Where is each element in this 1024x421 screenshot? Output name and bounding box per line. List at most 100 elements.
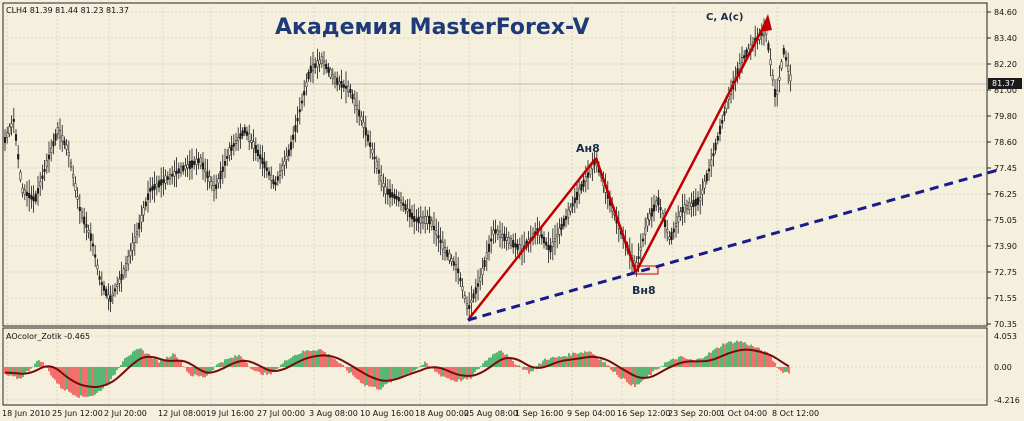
candle-body (784, 57, 788, 61)
candle-body (12, 118, 15, 122)
candle-body (494, 229, 497, 234)
candle-body (34, 193, 37, 202)
candle-body (569, 206, 572, 212)
candle-body (109, 295, 112, 302)
candle-body (450, 258, 453, 263)
candle-body (479, 276, 482, 282)
time-label: 18 Jun 2010 (2, 409, 50, 418)
candle-body (586, 172, 590, 178)
candle-body (122, 268, 125, 277)
time-label: 27 Jul 00:00 (257, 409, 305, 418)
candle-body (461, 286, 464, 291)
candle-body (325, 63, 328, 70)
candle-body (573, 197, 576, 204)
candle-body (459, 277, 462, 282)
indicator-border (2, 327, 988, 406)
candle-body (199, 157, 202, 166)
candle-body (419, 216, 422, 224)
candle-body (32, 196, 35, 202)
candle-body (129, 250, 132, 257)
candle-body (666, 228, 669, 233)
candle-body (239, 133, 242, 139)
candle-body (19, 171, 22, 181)
candle-body (87, 230, 90, 233)
candle-body (388, 189, 392, 198)
candle-body (776, 90, 779, 95)
candle-body (699, 197, 702, 202)
candle-body (270, 174, 273, 181)
candle-body (589, 166, 592, 175)
candle-body (428, 215, 431, 225)
candle-body (83, 216, 86, 225)
time-label: 25 Jun 12:00 (52, 409, 103, 418)
candle-body (237, 137, 240, 141)
candle-body (168, 174, 172, 180)
candle-body (668, 236, 671, 240)
time-label: 23 Sep 20:00 (668, 409, 721, 418)
candle-body (250, 140, 253, 143)
candle-body (245, 131, 249, 136)
candle-body (259, 154, 262, 160)
candle-body (685, 205, 689, 210)
candle-body (452, 261, 455, 266)
candle-body (171, 173, 174, 177)
candle-body (707, 168, 711, 172)
candle-body (659, 207, 662, 211)
candle-body (182, 165, 185, 172)
candle-body (417, 216, 420, 224)
candle-body (305, 81, 308, 87)
candle-body (287, 149, 290, 156)
candle-body (190, 160, 194, 168)
candle-body (468, 305, 471, 309)
candle-body (481, 267, 484, 276)
candle-body (410, 212, 414, 220)
price-tick-label: 77.45 (994, 164, 1017, 173)
candle-body (542, 236, 546, 244)
candle-body (439, 239, 442, 243)
candle-body (347, 85, 350, 92)
price-tick-label: 73.90 (994, 242, 1017, 251)
candle-body (375, 161, 378, 169)
candle-body (10, 123, 13, 128)
arrow-head-icon (760, 14, 772, 32)
candle-body (487, 243, 491, 252)
candle-body (692, 200, 695, 207)
candle-body (646, 218, 649, 227)
candle-body (160, 179, 163, 186)
candle-body (575, 191, 579, 201)
candle-body (298, 109, 301, 113)
candle-body (219, 171, 222, 180)
candle-body (320, 56, 323, 64)
candle-body (578, 187, 581, 196)
candle-body (564, 216, 568, 220)
candle-body (402, 202, 405, 206)
candle-body (714, 142, 717, 151)
candle-body (116, 284, 119, 287)
trend-line[interactable] (467, 168, 999, 322)
candle-body (655, 200, 658, 207)
candle-body (120, 273, 123, 280)
candle-body (289, 142, 293, 150)
candle-body (17, 154, 20, 160)
candle-body (393, 193, 396, 199)
candle-body (377, 169, 381, 174)
candle-body (296, 118, 299, 122)
candle-body (430, 220, 433, 227)
candle-body (366, 134, 370, 142)
candle-body (30, 194, 33, 200)
candle-body (54, 133, 57, 141)
candle-body (307, 71, 310, 80)
candle-body (8, 126, 11, 135)
candle-body (188, 161, 191, 170)
candle-body (21, 187, 24, 194)
time-label: 2 Jul 20:00 (104, 409, 147, 418)
candle-body (516, 244, 519, 250)
candle-body (36, 188, 40, 194)
candle-body (677, 216, 680, 223)
candle-body (558, 227, 561, 235)
candle-body (217, 178, 220, 184)
candle-body (127, 256, 130, 265)
wave-lines (467, 14, 772, 321)
